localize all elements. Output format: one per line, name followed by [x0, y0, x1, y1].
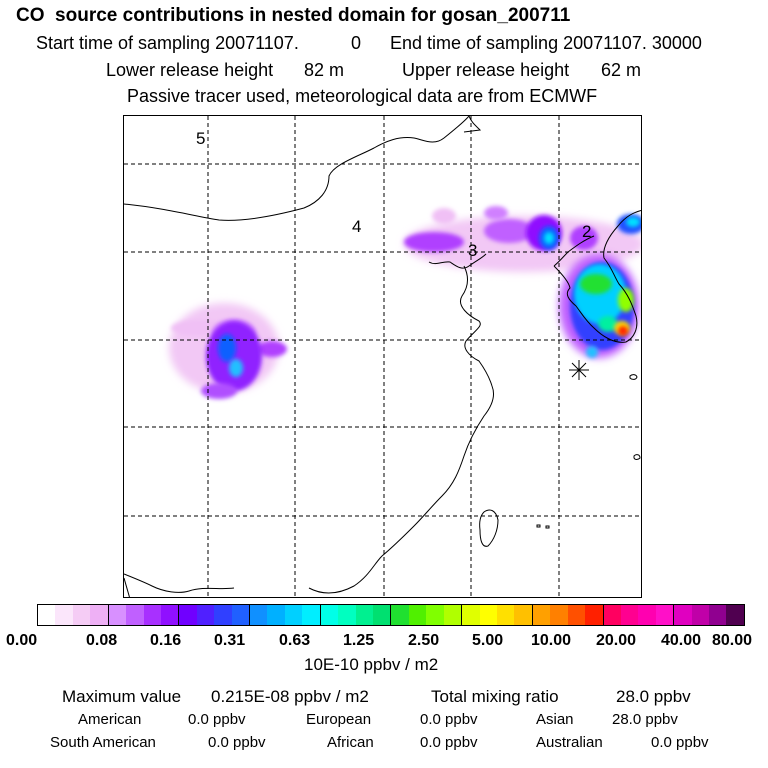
- colorbar-tick: 40.00: [661, 632, 702, 649]
- colorbar-swatch: [90, 605, 109, 625]
- colorbar-swatch: [691, 605, 710, 625]
- colorbar-swatch: [38, 605, 56, 625]
- colorbar-tick: 80.00: [712, 632, 753, 649]
- colorbar-swatch: [709, 605, 727, 625]
- colorbar-swatch: [391, 605, 409, 625]
- end-time-label: End time of sampling 20071107. 30000: [390, 33, 702, 53]
- colorbar-swatch: [55, 605, 73, 625]
- colorbar-swatch: [355, 605, 374, 625]
- receptor-marker-icon: [569, 360, 589, 380]
- max-value-label: Maximum value: [62, 687, 182, 706]
- region-label-3: 3: [468, 241, 477, 260]
- colorbar-swatch: [267, 605, 285, 625]
- region-name-south-american: South American: [50, 734, 156, 751]
- lower-release-label: Lower release height: [106, 60, 274, 80]
- upper-release-value: 62 m: [601, 60, 642, 80]
- colorbar-tick: 0.16: [150, 632, 182, 649]
- colorbar-swatch: [284, 605, 303, 625]
- colorbar-swatch: [514, 605, 533, 625]
- colorbar-swatch: [408, 605, 427, 625]
- colorbar-tick: 0.08: [86, 632, 118, 649]
- region-name-african: African: [327, 734, 374, 751]
- region-value-african: 0.0 ppbv: [420, 734, 478, 751]
- total-mixing-value: 28.0 ppbv: [616, 687, 691, 706]
- colorbar-units: 10E-10 ppbv / m2: [304, 655, 439, 674]
- page-title: CO source contributions in nested domain…: [16, 5, 571, 26]
- colorbar-swatch: [655, 605, 675, 625]
- colorbar-swatch: [550, 605, 568, 625]
- colorbar-swatch: [373, 605, 392, 625]
- colorbar-swatch: [179, 605, 197, 625]
- colorbar-tick: 1.25: [343, 632, 375, 649]
- colorbar-swatch: [250, 605, 268, 625]
- colorbar-swatch: [72, 605, 91, 625]
- total-mixing-label: Total mixing ratio: [431, 687, 559, 706]
- colorbar-swatch: [638, 605, 656, 625]
- region-name-american: American: [78, 711, 142, 728]
- colorbar-swatch: [603, 605, 621, 625]
- map-canvas: 5 4 3 2: [124, 116, 641, 597]
- region-name-asian: Asian: [536, 711, 574, 728]
- region-name-australian: Australian: [536, 734, 603, 751]
- colorbar-swatch: [462, 605, 480, 625]
- region-value-asian: 28.0 ppbv: [612, 711, 678, 728]
- colorbar-swatch: [674, 605, 692, 625]
- colorbar-tick: 2.50: [408, 632, 440, 649]
- map-panel: 5 4 3 2: [123, 115, 642, 598]
- region-label-4: 4: [352, 217, 361, 236]
- colorbar-tick: 5.00: [472, 632, 504, 649]
- colorbar-swatch: [338, 605, 356, 625]
- region-value-american: 0.0 ppbv: [188, 711, 246, 728]
- colorbar-swatch: [496, 605, 515, 625]
- colorbar-swatch: [532, 605, 551, 625]
- colorbar-swatch: [108, 605, 127, 625]
- tracer-note: Passive tracer used, meteorological data…: [127, 86, 598, 106]
- concentration-plume-west: [169, 303, 287, 399]
- colorbar-swatch: [620, 605, 639, 625]
- colorbar-swatch: [320, 605, 339, 625]
- colorbar-swatch: [160, 605, 180, 625]
- colorbar-swatch: [214, 605, 232, 625]
- colorbar-swatch: [479, 605, 497, 625]
- colorbar-swatch: [126, 605, 144, 625]
- lat-lon-grid: [124, 116, 641, 597]
- colorbar-swatch: [231, 605, 251, 625]
- colorbar-swatch: [585, 605, 604, 625]
- start-time-label: Start time of sampling 20071107.: [36, 33, 299, 53]
- start-time-value: 0: [351, 33, 362, 53]
- colorbar-tick: 10.00: [531, 632, 572, 649]
- colorbar-swatch: [726, 605, 744, 625]
- colorbar-swatch: [196, 605, 215, 625]
- colorbar: [37, 604, 745, 626]
- concentration-plume-korea: [559, 254, 639, 358]
- region-value-australian: 0.0 ppbv: [651, 734, 709, 751]
- colorbar-tick: 0.63: [279, 632, 311, 649]
- upper-release-label: Upper release height: [402, 60, 570, 80]
- region-value-south-american: 0.0 ppbv: [208, 734, 266, 751]
- colorbar-tick: 0.00: [6, 632, 38, 649]
- coastline: [124, 116, 641, 597]
- region-label-5: 5: [196, 129, 205, 148]
- colorbar-swatch: [302, 605, 321, 625]
- colorbar-swatch: [443, 605, 463, 625]
- colorbar-swatch: [567, 605, 586, 625]
- colorbar-swatch: [143, 605, 161, 625]
- colorbar-tick: 20.00: [596, 632, 637, 649]
- max-value: 0.215E-08 ppbv / m2: [211, 687, 369, 706]
- lower-release-value: 82 m: [304, 60, 345, 80]
- colorbar-swatch: [426, 605, 444, 625]
- colorbar-tick: 0.31: [214, 632, 246, 649]
- region-value-european: 0.0 ppbv: [420, 711, 478, 728]
- region-label-2: 2: [582, 222, 591, 241]
- concentration-plume-north: [404, 206, 641, 272]
- region-name-european: European: [306, 711, 372, 728]
